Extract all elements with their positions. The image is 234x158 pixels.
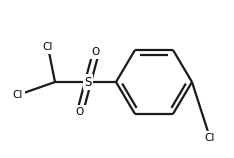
- Text: Cl: Cl: [43, 42, 53, 52]
- Text: Cl: Cl: [205, 133, 215, 143]
- Text: Cl: Cl: [13, 90, 23, 100]
- Text: S: S: [84, 76, 92, 88]
- Text: O: O: [76, 107, 84, 117]
- Text: O: O: [92, 47, 100, 57]
